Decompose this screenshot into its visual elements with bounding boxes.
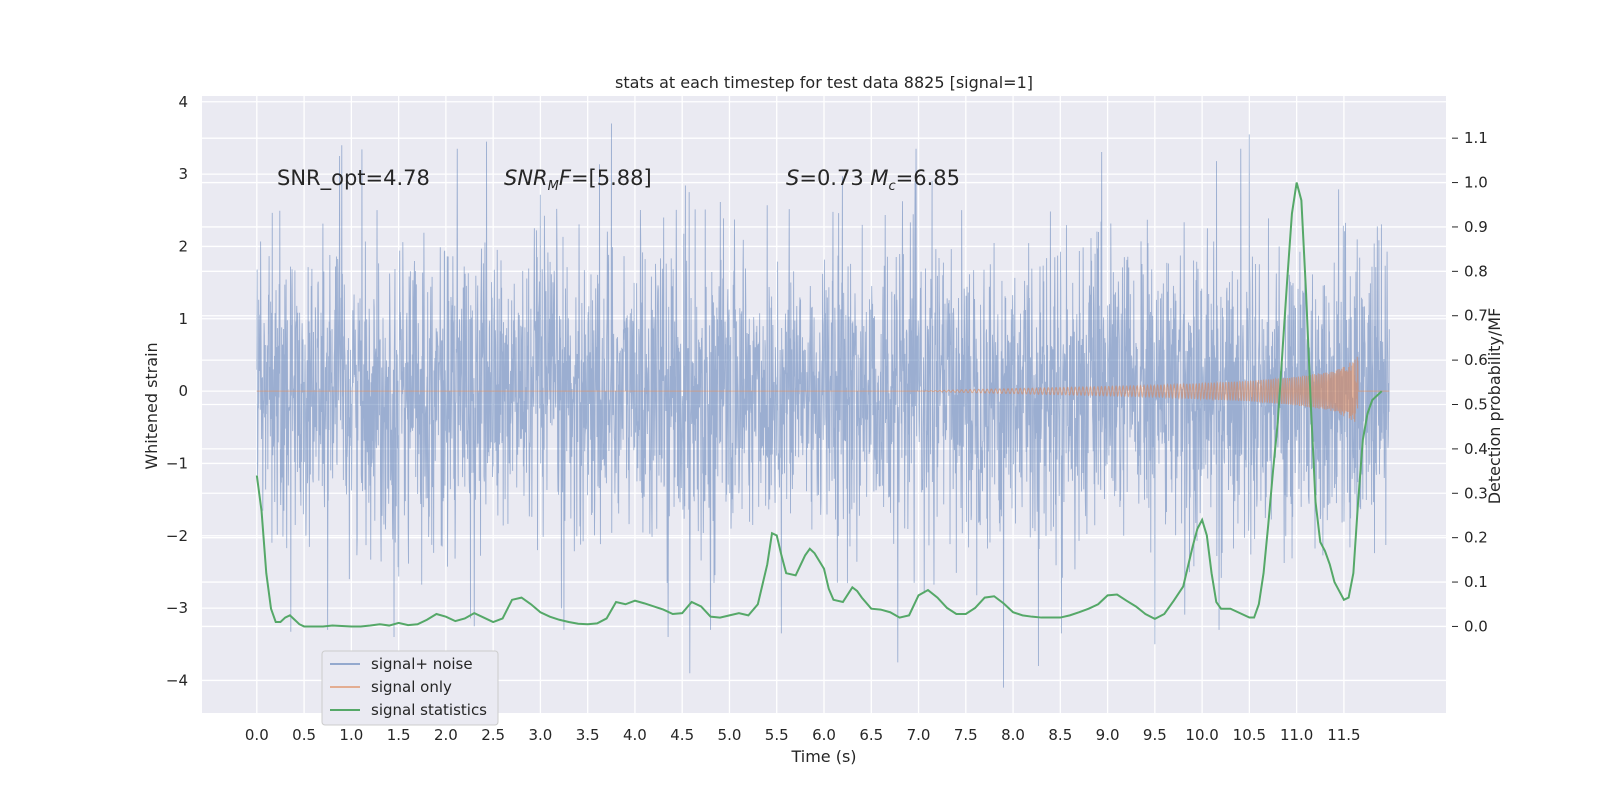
y-left-tick-label: −3 — [166, 599, 188, 617]
x-tick-label: 0.0 — [245, 726, 269, 744]
annotation-spin-mc: S=0.73 Mc=6.85 — [786, 166, 960, 194]
y-left-tick-label: −1 — [166, 454, 188, 472]
signal-noise-trace — [256, 123, 1390, 688]
y-left-tick-label: 4 — [178, 93, 188, 111]
y-left-tick-labels: −4 −3 −2 −1 0 1 2 3 4 — [166, 93, 188, 690]
x-tick-label: 11.5 — [1327, 726, 1360, 744]
x-tick-label: 10.0 — [1185, 726, 1218, 744]
y-right-tick-label: 0.7 — [1464, 307, 1488, 325]
x-tick-label: 5.5 — [765, 726, 789, 744]
y-left-axis-label: Whitened strain — [142, 342, 161, 469]
y-right-tick-label: 0.8 — [1464, 262, 1488, 280]
series-signal-statistics — [255, 182, 1383, 628]
y-right-tick-label: 0.5 — [1464, 396, 1488, 414]
x-tick-label: 4.0 — [623, 726, 647, 744]
x-tick-label: 6.5 — [859, 726, 883, 744]
y-right-tick-label: 0.3 — [1464, 484, 1488, 502]
y-left-tick-label: 2 — [178, 237, 188, 255]
annotation-snr-opt: SNR_opt=4.78 — [277, 166, 430, 191]
y-right-tick-label: 0.2 — [1464, 529, 1488, 547]
y-right-tick-label: 0.6 — [1464, 351, 1488, 369]
x-tick-label: 10.5 — [1233, 726, 1266, 744]
y-right-tick-label: 0.4 — [1464, 440, 1488, 458]
series-signal-only — [256, 356, 1390, 422]
x-tick-labels: 0.0 0.5 1.0 1.5 2.0 2.5 3.0 3.5 4.0 4.5 5.0 5.5 6.0 6… — [245, 726, 1361, 744]
x-tick-label: 1.0 — [339, 726, 363, 744]
legend-label-signal-only: signal only — [371, 678, 452, 696]
legend-label-signal-statistics: signal statistics — [371, 701, 487, 719]
y-left-tick-label: −4 — [166, 671, 188, 689]
x-tick-label: 4.5 — [670, 726, 694, 744]
chart-title: stats at each timestep for test data 882… — [615, 73, 1033, 92]
y-right-tick-label: 0.9 — [1464, 218, 1488, 236]
x-tick-label: 7.5 — [954, 726, 978, 744]
y-right-tick-label: 1.0 — [1464, 174, 1488, 192]
x-tick-label: 8.0 — [1001, 726, 1025, 744]
x-tick-label: 11.0 — [1280, 726, 1313, 744]
series-signal-noise — [256, 123, 1390, 688]
y-right-tick-labels: 0.0 0.1 0.2 0.3 0.4 0.5 0.6 0.7 0.8 0.9 1.0 1.1 — [1452, 129, 1488, 635]
x-tick-label: 2.0 — [434, 726, 458, 744]
x-tick-label: 2.5 — [481, 726, 505, 744]
x-tick-label: 3.5 — [576, 726, 600, 744]
y-right-axis-label: Detection probability/MF — [1485, 308, 1504, 505]
y-left-tick-label: 3 — [178, 165, 188, 183]
x-tick-label: 8.5 — [1048, 726, 1072, 744]
y-right-tick-label: 1.1 — [1464, 129, 1488, 147]
annotation-snr-mf: SNRMF=[5.88] — [504, 166, 652, 194]
x-tick-label: 1.5 — [387, 726, 411, 744]
y-right-tick-label: 0.1 — [1464, 573, 1488, 591]
x-tick-label: 7.0 — [907, 726, 931, 744]
x-tick-label: 9.5 — [1143, 726, 1167, 744]
x-tick-label: 9.0 — [1096, 726, 1120, 744]
x-tick-label: 3.0 — [528, 726, 552, 744]
y-right-tick-label: 0.0 — [1464, 617, 1488, 635]
legend-label-signal-noise: signal+ noise — [371, 655, 473, 673]
y-left-tick-label: 1 — [178, 310, 188, 328]
x-tick-label: 0.5 — [292, 726, 316, 744]
signal-only-trace — [256, 356, 1390, 422]
legend-box — [321, 650, 499, 726]
x-axis-label: Time (s) — [790, 747, 856, 766]
y-left-tick-label: 0 — [178, 382, 188, 400]
signal-statistics-line — [255, 182, 1383, 628]
legend: signal+ noise signal only signal statist… — [321, 650, 499, 726]
x-tick-label: 6.0 — [812, 726, 836, 744]
y-left-tick-label: −2 — [166, 527, 188, 545]
x-tick-label: 5.0 — [718, 726, 742, 744]
